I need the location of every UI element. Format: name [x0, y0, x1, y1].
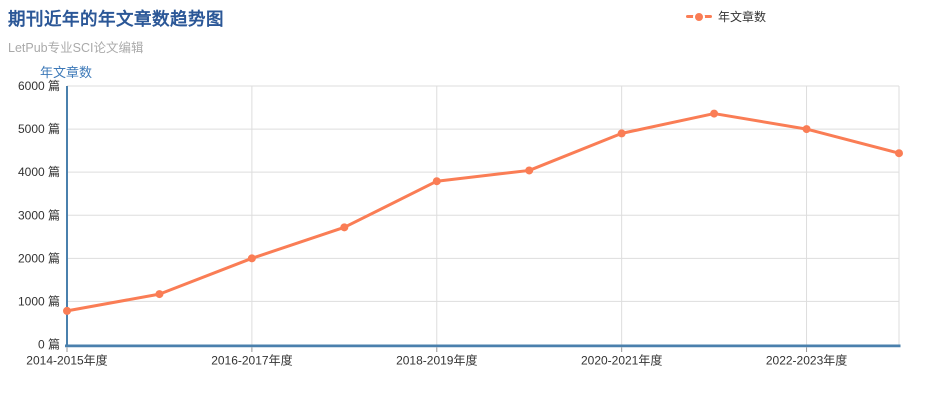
x-axis-tick-label: 2018-2019年度: [396, 353, 477, 368]
data-point[interactable]: [710, 109, 719, 118]
data-point[interactable]: [802, 125, 811, 134]
data-point[interactable]: [155, 290, 164, 299]
y-axis-tick-label: 4000 篇: [18, 164, 60, 179]
page-title: 期刊近年的年文章数趋势图: [8, 9, 224, 29]
y-axis-tick-label: 3000 篇: [18, 207, 60, 222]
y-axis-tick-label: 1000 篇: [18, 293, 60, 308]
y-axis-tick-label: 6000 篇: [18, 78, 60, 93]
legend-item-yearly-articles[interactable]: 年文章数: [686, 8, 766, 25]
data-point[interactable]: [340, 223, 349, 232]
y-axis-tick-label: 5000 篇: [18, 121, 60, 136]
series-line: [65, 112, 901, 313]
legend-label: 年文章数: [718, 10, 767, 24]
data-point[interactable]: [247, 254, 256, 263]
y-axis-tick-label: 0 篇: [38, 337, 60, 352]
y-axis-tick-label: 2000 篇: [18, 250, 60, 265]
data-point[interactable]: [895, 149, 903, 158]
data-point[interactable]: [617, 129, 626, 138]
data-point[interactable]: [432, 177, 441, 186]
data-point[interactable]: [525, 166, 534, 175]
page-subtitle: LetPub专业SCI论文编辑: [8, 41, 144, 55]
x-axis-tick-label: 2016-2017年度: [211, 353, 292, 368]
y-axis-name: 年文章数: [40, 65, 92, 80]
x-axis-tick-label: 2022-2023年度: [766, 353, 847, 368]
x-axis-tick-label: 2020-2021年度: [581, 353, 662, 368]
x-axis-tick-label: 2014-2015年度: [26, 353, 107, 368]
line-series-legend-icon: [686, 10, 712, 23]
data-point[interactable]: [63, 306, 71, 315]
